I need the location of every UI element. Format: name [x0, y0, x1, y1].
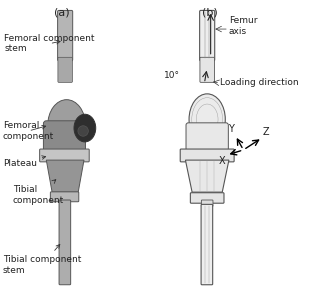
Ellipse shape [74, 114, 96, 142]
Ellipse shape [48, 100, 85, 151]
Text: Tibial
component: Tibial component [13, 180, 64, 205]
Text: Loading direction: Loading direction [220, 78, 299, 87]
FancyBboxPatch shape [50, 192, 79, 202]
FancyBboxPatch shape [201, 200, 213, 206]
Polygon shape [46, 160, 84, 192]
FancyBboxPatch shape [200, 57, 214, 82]
FancyBboxPatch shape [58, 10, 73, 61]
Text: Z: Z [263, 126, 270, 136]
Text: Y: Y [228, 124, 234, 134]
FancyBboxPatch shape [190, 193, 224, 203]
FancyBboxPatch shape [40, 149, 89, 162]
Text: (a): (a) [54, 7, 70, 17]
FancyBboxPatch shape [43, 121, 85, 151]
Polygon shape [185, 160, 229, 192]
FancyBboxPatch shape [201, 204, 213, 285]
FancyBboxPatch shape [186, 123, 228, 151]
FancyBboxPatch shape [200, 10, 215, 61]
Text: (b): (b) [202, 7, 218, 17]
Text: Femoral component
stem: Femoral component stem [4, 34, 95, 53]
FancyBboxPatch shape [58, 57, 72, 82]
FancyBboxPatch shape [59, 200, 71, 285]
FancyBboxPatch shape [180, 149, 234, 162]
Text: X: X [219, 156, 226, 166]
Circle shape [78, 126, 88, 136]
Text: 10°: 10° [163, 71, 180, 80]
Ellipse shape [189, 94, 225, 145]
Text: Femur
axis: Femur axis [229, 16, 257, 36]
Text: Plateau: Plateau [3, 156, 46, 168]
Text: Femoral
component: Femoral component [3, 121, 54, 141]
Text: Tibial component
stem: Tibial component stem [3, 244, 81, 275]
